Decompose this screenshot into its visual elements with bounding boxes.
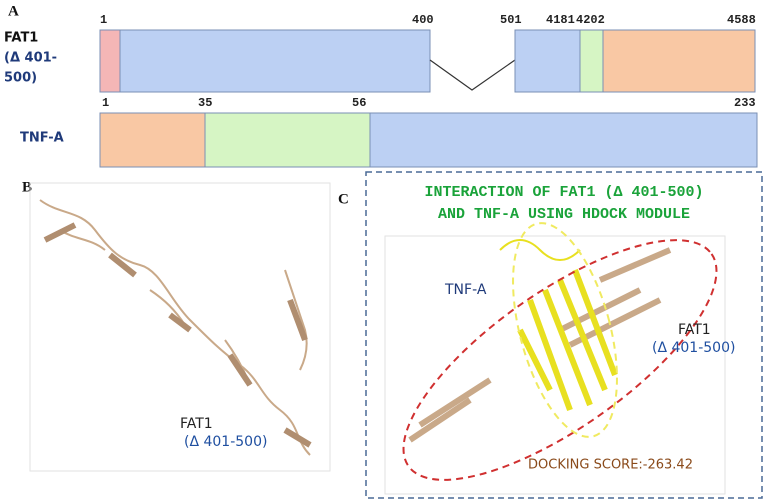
panel-label: B: [22, 179, 32, 195]
panel-label: C: [338, 191, 349, 207]
structure: [410, 250, 670, 440]
structure-label: FAT1: [180, 416, 213, 432]
panel-label: A: [8, 3, 19, 19]
position: 501: [500, 13, 522, 27]
domain: [370, 113, 757, 167]
domain: [100, 113, 205, 167]
domain: [100, 30, 120, 92]
panel-title: AND TNF-A USING HDOCK MODULE: [438, 206, 690, 223]
structure-label: TNF-A: [444, 282, 487, 298]
position: 4202: [576, 13, 605, 27]
position: 233: [734, 96, 756, 110]
structure-label: (Δ 401-500): [184, 434, 267, 450]
position: 1: [100, 13, 107, 27]
domain: [120, 30, 430, 92]
domain: [580, 30, 603, 92]
position: 400: [412, 13, 434, 27]
position: 1: [102, 96, 109, 110]
deletion: [430, 60, 515, 90]
panel-title: INTERACTION OF FAT1 (Δ 401-500): [424, 184, 703, 201]
protein-name: (Δ 401-: [4, 51, 57, 66]
domain: [205, 113, 370, 167]
position: 4181: [546, 13, 575, 27]
domain: [603, 30, 755, 92]
position: 4588: [727, 13, 756, 27]
structure-label: FAT1: [678, 322, 711, 338]
protein-name: TNF-A: [20, 131, 64, 146]
domain: [515, 30, 580, 92]
docking-score: DOCKING SCORE:-263.42: [528, 458, 693, 473]
structure-label: (Δ 401-500): [652, 340, 735, 356]
structure: [500, 240, 615, 410]
position: 35: [198, 96, 212, 110]
position: 56: [352, 96, 366, 110]
protein-name: FAT1: [4, 31, 38, 46]
protein-name: 500): [4, 71, 37, 86]
structure: [40, 200, 310, 455]
figure: A FAT1 (Δ 401- 500) 1 400 501 4181 4202 …: [0, 0, 766, 500]
